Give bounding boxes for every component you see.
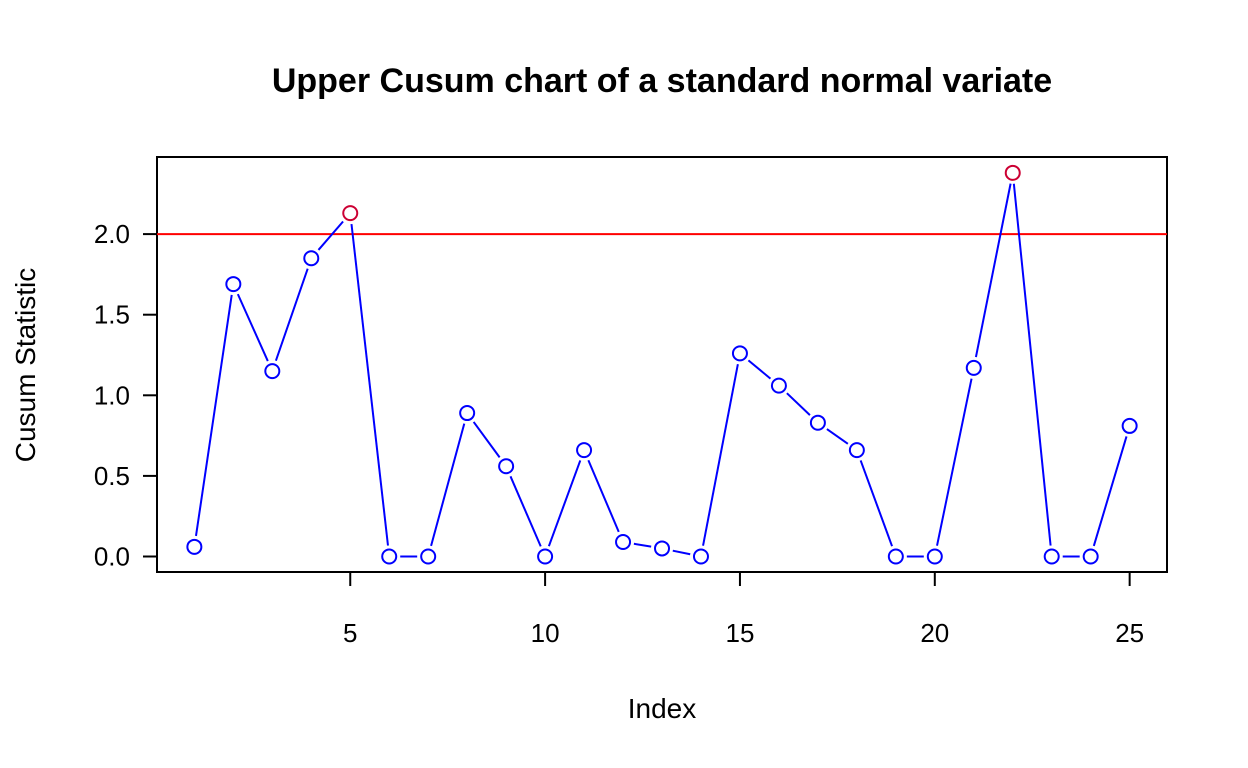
- series-segment: [587, 459, 620, 533]
- data-point: [848, 442, 865, 459]
- series-segment: [472, 421, 501, 458]
- y-tick-label: 1.0: [94, 380, 130, 410]
- alarm-point: [342, 205, 359, 222]
- y-axis-label: Cusum Statistic: [10, 268, 41, 463]
- series-segment: [859, 460, 893, 547]
- series-segment: [974, 183, 1012, 358]
- series-segment: [509, 475, 542, 547]
- data-point: [965, 359, 982, 376]
- data-point: [770, 377, 787, 394]
- series-segment: [702, 364, 739, 546]
- data-point: [731, 345, 748, 362]
- plot-frame: [156, 156, 1168, 573]
- data-point: [887, 548, 904, 565]
- x-tick-label: 10: [531, 618, 560, 648]
- data-point: [225, 276, 242, 293]
- series-segment: [236, 293, 269, 362]
- series-segment: [274, 268, 309, 362]
- series-segment: [936, 378, 973, 546]
- y-tick-label: 2.0: [94, 219, 130, 249]
- data-point: [1082, 548, 1099, 565]
- series-segment: [1092, 436, 1128, 547]
- data-point: [537, 548, 554, 565]
- data-point: [615, 533, 632, 550]
- series-segment: [786, 392, 811, 416]
- data-point: [576, 442, 593, 459]
- data-point: [264, 363, 281, 380]
- chart-title: Upper Cusum chart of a standard normal v…: [272, 62, 1052, 100]
- data-point: [381, 548, 398, 565]
- data-point: [303, 250, 320, 267]
- data-point: [1043, 548, 1060, 565]
- series-segment: [317, 220, 344, 251]
- series-segment: [1012, 183, 1052, 546]
- series-segment: [430, 423, 466, 547]
- data-point: [459, 405, 476, 422]
- data-point: [186, 538, 203, 555]
- x-axis-label: Index: [628, 693, 697, 724]
- data-point: [654, 540, 671, 557]
- plot-area: 5 10 15 20 25 0.0 0.5 1.0 1.5 2.0: [94, 164, 1167, 648]
- series-segment: [633, 542, 652, 548]
- data-point: [926, 548, 943, 565]
- series-segment: [194, 294, 233, 537]
- series-segment: [672, 549, 691, 556]
- y-tick-label: 0.0: [94, 542, 130, 572]
- data-point: [420, 548, 437, 565]
- series-segment: [826, 428, 849, 445]
- x-tick-label: 5: [343, 618, 357, 648]
- data-point: [498, 458, 515, 475]
- x-tick-label: 15: [725, 618, 754, 648]
- y-tick-label: 1.5: [94, 300, 130, 330]
- series-segment: [547, 460, 582, 547]
- alarm-point: [1004, 164, 1021, 181]
- series-segment: [350, 223, 389, 546]
- y-tick-label: 0.5: [94, 461, 130, 491]
- data-point: [692, 548, 709, 565]
- data-point: [1121, 417, 1138, 434]
- data-point: [809, 414, 826, 431]
- x-tick-label: 20: [920, 618, 949, 648]
- series-segment: [747, 359, 772, 380]
- x-tick-label: 25: [1115, 618, 1144, 648]
